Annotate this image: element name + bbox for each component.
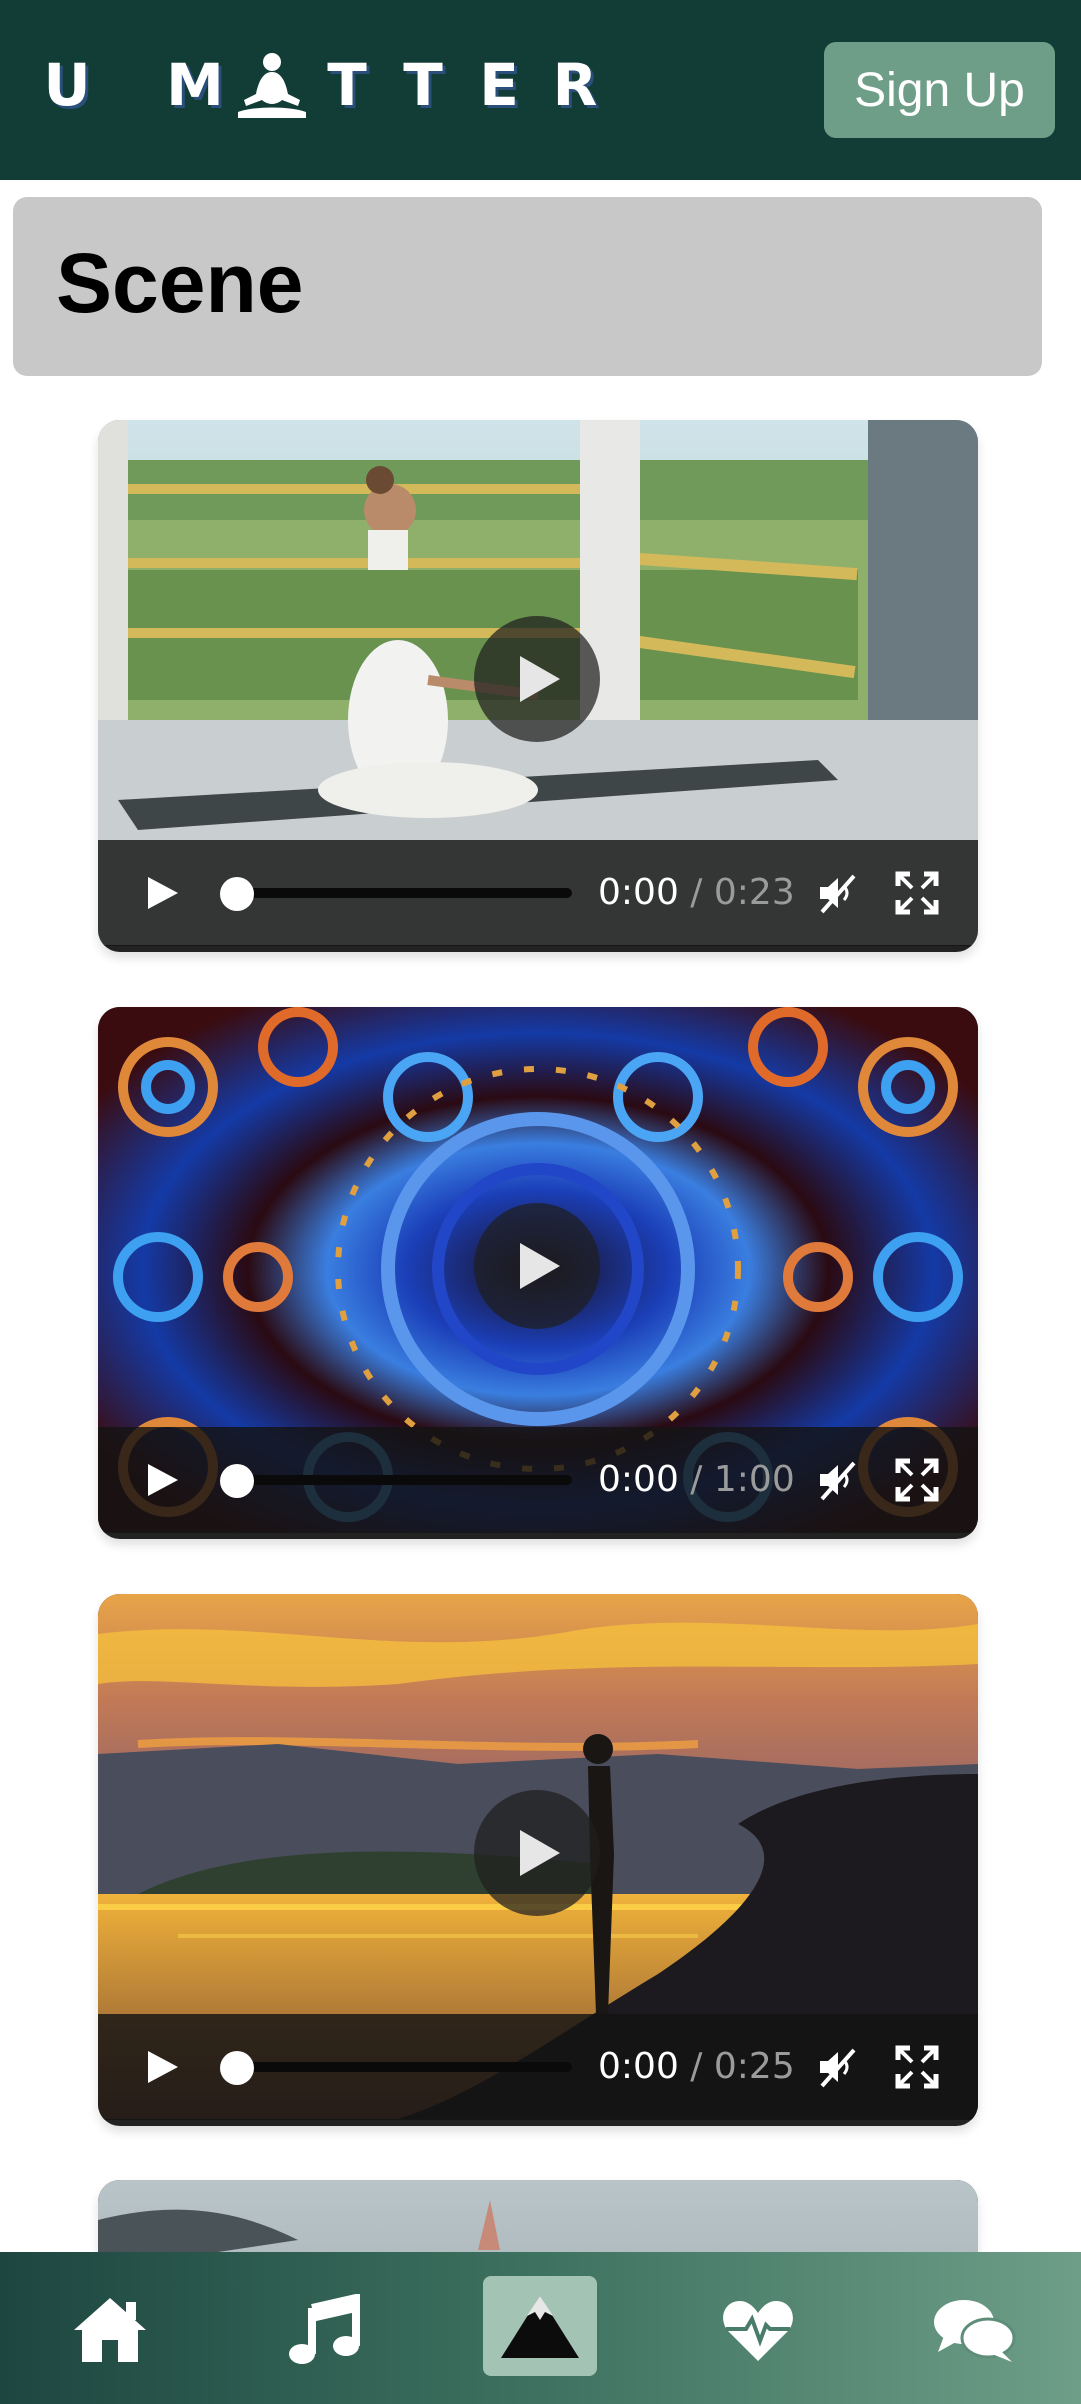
- logo-letter: T: [403, 51, 445, 119]
- current-time: 0:00: [598, 2046, 679, 2087]
- video-list[interactable]: 0:00 / 0:23: [0, 390, 1081, 2252]
- nav-home[interactable]: [54, 2280, 166, 2380]
- time-display: 0:00 / 1:00: [598, 1459, 795, 1500]
- time-separator: /: [690, 2046, 703, 2087]
- app-logo[interactable]: U M T T E R: [30, 50, 614, 120]
- home-icon: [74, 2298, 146, 2362]
- time-separator: /: [690, 872, 703, 913]
- seek-handle[interactable]: [220, 877, 254, 911]
- logo-letter: R: [552, 51, 600, 119]
- duration: 0:25: [713, 2046, 795, 2087]
- video-player[interactable]: [98, 2180, 978, 2252]
- nav-chat[interactable]: [918, 2280, 1030, 2380]
- play-icon[interactable]: [142, 873, 182, 913]
- video-player[interactable]: 0:00 / 0:25: [98, 1594, 978, 2126]
- music-icon: [289, 2294, 360, 2364]
- seek-bar[interactable]: [228, 888, 572, 898]
- video-player[interactable]: 0:00 / 0:23: [98, 420, 978, 952]
- video-thumbnail-mountain-yoga: [98, 2180, 978, 2252]
- duration: 1:00: [713, 1459, 795, 1500]
- video-player[interactable]: 0:00 / 1:00: [98, 1007, 978, 1539]
- seek-bar[interactable]: [228, 1475, 572, 1485]
- duration: 0:23: [713, 872, 795, 913]
- bottom-navigation: [0, 2252, 1081, 2404]
- meditation-icon: [234, 50, 310, 120]
- time-display: 0:00 / 0:25: [598, 2046, 795, 2087]
- time-separator: /: [690, 1459, 703, 1500]
- play-icon[interactable]: [142, 2047, 182, 2087]
- app-header: U M T T E R Sign Up: [0, 0, 1081, 180]
- logo-letter: T: [327, 51, 369, 119]
- fullscreen-icon[interactable]: [894, 1457, 940, 1503]
- fullscreen-icon[interactable]: [894, 870, 940, 916]
- time-display: 0:00 / 0:23: [598, 872, 795, 913]
- sign-up-button[interactable]: Sign Up: [824, 42, 1055, 138]
- logo-letter: U: [43, 51, 93, 119]
- muted-speaker-icon[interactable]: [814, 870, 860, 916]
- nav-scene[interactable]: [483, 2276, 597, 2376]
- logo-letter: M: [166, 51, 226, 119]
- video-controls: 0:00 / 1:00: [98, 1427, 978, 1533]
- heartbeat-icon: [723, 2301, 793, 2361]
- nav-music[interactable]: [268, 2280, 380, 2380]
- play-icon: [520, 656, 560, 702]
- current-time: 0:00: [598, 1459, 679, 1500]
- scene-title-bar: Scene: [13, 197, 1042, 376]
- seek-handle[interactable]: [220, 1464, 254, 1498]
- fullscreen-icon[interactable]: [894, 2044, 940, 2090]
- mountain-icon: [501, 2296, 579, 2358]
- play-icon: [520, 1830, 560, 1876]
- current-time: 0:00: [598, 872, 679, 913]
- muted-speaker-icon[interactable]: [814, 1457, 860, 1503]
- video-controls: 0:00 / 0:23: [98, 840, 978, 946]
- page-title: Scene: [56, 236, 304, 330]
- nav-health[interactable]: [702, 2280, 814, 2380]
- video-controls: 0:00 / 0:25: [98, 2014, 978, 2120]
- logo-letter: E: [479, 51, 521, 119]
- center-play-button[interactable]: [474, 616, 600, 742]
- muted-speaker-icon[interactable]: [814, 2044, 860, 2090]
- seek-handle[interactable]: [220, 2051, 254, 2085]
- center-play-button[interactable]: [474, 1203, 600, 1329]
- chat-icon: [934, 2300, 1016, 2362]
- play-icon[interactable]: [142, 1460, 182, 1500]
- seek-bar[interactable]: [228, 2062, 572, 2072]
- center-play-button[interactable]: [474, 1790, 600, 1916]
- play-icon: [520, 1243, 560, 1289]
